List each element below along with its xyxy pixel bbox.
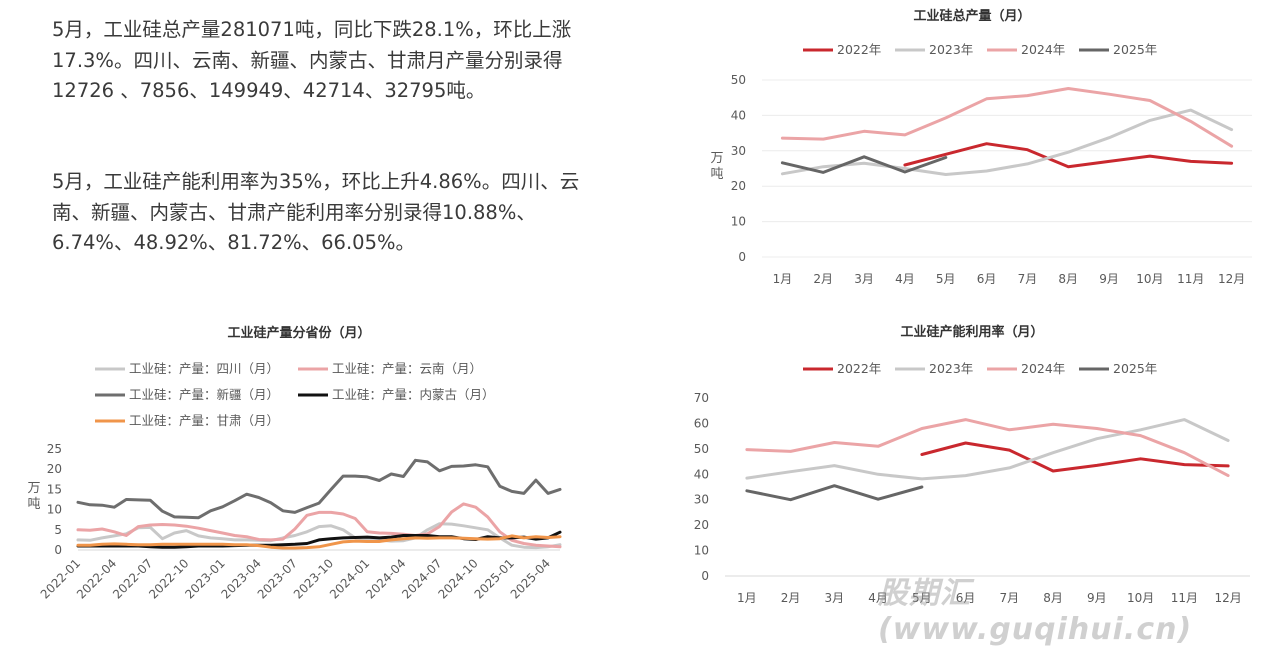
y-tick-label: 50 (694, 442, 709, 456)
series-line-2 (76, 458, 562, 520)
y-axis-label: 万吨 (710, 151, 723, 182)
y-tick-label: 5 (54, 523, 62, 537)
chart-province-output: 工业硅产量分省份（月） 工业硅：产量：四川（月） 工业硅：产量：云南（月）工业硅：… (27, 325, 562, 602)
x-tick-label: 11月 (1177, 272, 1204, 286)
legend-item-3: 2025年 (1079, 42, 1157, 57)
legend-item-1: 2023年 (895, 361, 973, 376)
series-line-2 (745, 418, 1230, 478)
y-tick-label: 40 (731, 108, 746, 122)
x-tick-label: 5月 (936, 272, 956, 286)
chart-title: 工业硅产量分省份（月） (227, 325, 370, 341)
y-tick-label: 20 (47, 462, 62, 476)
series-line-0 (903, 142, 1234, 169)
x-tick-label: 10月 (1136, 272, 1163, 286)
x-tick-label: 11月 (1171, 591, 1198, 605)
y-tick-label: 10 (694, 544, 709, 558)
legend-item-0: 2022年 (803, 361, 881, 376)
series-line-3 (780, 155, 948, 174)
y-tick-label: 50 (731, 73, 746, 87)
x-tick-label: 3月 (825, 591, 845, 605)
x-tick-label: 2025-04 (508, 556, 553, 601)
x-tick-label: 3月 (854, 272, 874, 286)
x-tick-label: 4月 (868, 591, 888, 605)
legend: 2022年 2023年 2024年 2025年 (803, 361, 1157, 376)
legend-label: 2023年 (929, 42, 973, 57)
y-axis-label: 万吨 (27, 481, 40, 512)
y-tick-label: 10 (47, 503, 62, 517)
legend-item-2: 2024年 (987, 361, 1065, 376)
legend-label: 2025年 (1113, 361, 1157, 376)
legend-label: 2025年 (1113, 42, 1157, 57)
legend-label: 2022年 (837, 361, 881, 376)
legend-label: 2024年 (1021, 42, 1065, 57)
y-tick-label: 10 (731, 215, 746, 229)
legend-label: 工业硅：产量：四川（月） (129, 361, 279, 376)
y-tick-label: 20 (731, 179, 746, 193)
legend-label: 2024年 (1021, 361, 1065, 376)
chart-title: 工业硅总产量（月） (913, 8, 1030, 24)
legend: 2022年 2023年 2024年 2025年 (803, 42, 1157, 57)
legend-item-1: 2023年 (895, 42, 973, 57)
series-line-0 (920, 441, 1230, 473)
legend-item-0: 2022年 (803, 42, 881, 57)
x-tick-label: 8月 (1043, 591, 1063, 605)
legend-label: 工业硅：产量：内蒙古（月） (332, 387, 495, 402)
legend-item-0: 工业硅：产量：四川（月） (95, 361, 279, 376)
summary-paragraph-output: 5月，工业硅总产量281071吨，同比下跌28.1%，环比上涨17.3%。四川、… (52, 18, 572, 102)
x-tick-label: 5月 (912, 591, 932, 605)
series-line-1 (76, 502, 562, 549)
series-line-2 (780, 87, 1234, 148)
watermark: 股期汇(www.guqihui.cn) (878, 576, 1193, 647)
x-tick-label: 12月 (1214, 591, 1241, 605)
x-tick-label: 6月 (956, 591, 976, 605)
chart-capacity-utilization: 工业硅产能利用率（月） 2022年 2023年 2024年 2025年 0 10 20 30… (694, 324, 1250, 605)
y-tick-label: 30 (731, 144, 746, 158)
series-line-3 (745, 484, 924, 502)
legend: 工业硅：产量：四川（月） 工业硅：产量：云南（月） 工业硅：产量：新疆（月） 工业硅：… (95, 361, 495, 428)
y-tick-label: 30 (694, 493, 709, 507)
x-tick-label: 8月 (1058, 272, 1078, 286)
legend-label: 工业硅：产量：新疆（月） (129, 387, 279, 402)
x-tick-label: 7月 (1018, 272, 1038, 286)
y-tick-label: 15 (47, 482, 62, 496)
x-tick-label: 1月 (737, 591, 757, 605)
series-line-0 (76, 522, 562, 550)
y-tick-label: 0 (701, 569, 709, 583)
x-tick-label: 9月 (1099, 272, 1119, 286)
x-tick-label: 2月 (813, 272, 833, 286)
series-line-1 (780, 108, 1234, 176)
legend-item-2: 2024年 (987, 42, 1065, 57)
y-tick-label: 40 (694, 467, 709, 481)
chart-total-output: 工业硅总产量（月） 2022年 2023年 2024年 2025年 0 10 20 30 40… (710, 8, 1252, 286)
x-tick-label: 4月 (895, 272, 915, 286)
x-tick-label: 1月 (773, 272, 793, 286)
legend-label: 2022年 (837, 42, 881, 57)
summary-paragraph-utilization: 5月，工业硅产能利用率为35%，环比上升4.86%。四川、云南、新疆、内蒙古、甘… (52, 170, 580, 254)
chart-title: 工业硅产能利用率（月） (900, 324, 1043, 340)
series-line-1 (745, 418, 1230, 481)
x-tick-label: 2月 (781, 591, 801, 605)
y-tick-label: 25 (47, 442, 62, 456)
legend-label: 2023年 (929, 361, 973, 376)
y-tick-label: 70 (694, 391, 709, 405)
legend-item-3: 2025年 (1079, 361, 1157, 376)
series-line-4 (76, 534, 562, 550)
x-tick-label: 6月 (977, 272, 997, 286)
legend-item-1: 工业硅：产量：云南（月） (298, 361, 482, 376)
legend-item-3: 工业硅：产量：内蒙古（月） (298, 387, 495, 402)
y-tick-label: 20 (694, 518, 709, 532)
legend-item-2: 工业硅：产量：新疆（月） (95, 387, 279, 402)
x-tick-label: 10月 (1127, 591, 1154, 605)
legend-label: 工业硅：产量：云南（月） (332, 361, 482, 376)
x-tick-label: 7月 (1000, 591, 1020, 605)
legend-label: 工业硅：产量：甘肃（月） (129, 413, 279, 428)
x-tick-label: 9月 (1087, 591, 1107, 605)
x-tick-label: 12月 (1218, 272, 1245, 286)
y-tick-label: 0 (738, 250, 746, 264)
y-tick-label: 60 (694, 416, 709, 430)
y-tick-label: 0 (54, 543, 62, 557)
legend-item-4: 工业硅：产量：甘肃（月） (95, 413, 279, 428)
